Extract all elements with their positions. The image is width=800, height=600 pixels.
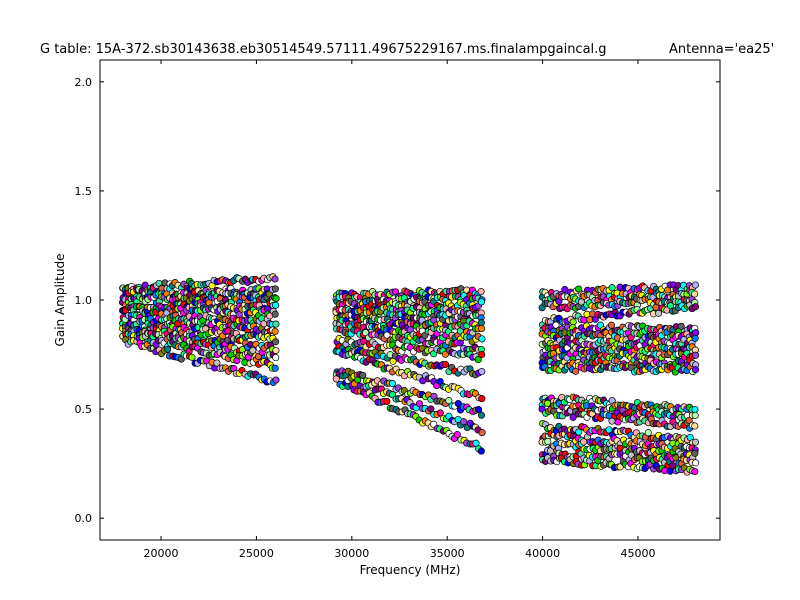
data-points bbox=[118, 273, 700, 476]
data-point bbox=[691, 334, 699, 342]
data-point bbox=[188, 353, 196, 361]
data-point bbox=[685, 416, 693, 424]
data-point bbox=[460, 418, 468, 426]
x-axis-label: Frequency (MHz) bbox=[360, 563, 461, 577]
data-point bbox=[691, 467, 699, 476]
data-point bbox=[445, 397, 453, 405]
data-point bbox=[569, 413, 577, 421]
y-tick-label: 1.5 bbox=[75, 185, 93, 198]
data-point bbox=[477, 319, 485, 327]
data-point bbox=[359, 371, 367, 379]
data-point bbox=[383, 331, 391, 339]
data-point bbox=[436, 409, 444, 417]
data-point bbox=[691, 290, 699, 298]
data-point bbox=[477, 447, 485, 455]
data-point bbox=[272, 301, 280, 309]
data-point bbox=[271, 275, 279, 283]
data-point bbox=[272, 376, 280, 384]
data-point bbox=[164, 345, 172, 353]
y-axis-label: Gain Amplitude bbox=[53, 254, 67, 347]
data-point bbox=[575, 285, 583, 293]
data-point bbox=[691, 303, 700, 311]
data-point bbox=[691, 438, 700, 446]
y-tick-label: 2.0 bbox=[75, 76, 93, 89]
x-tick-label: 35000 bbox=[430, 547, 465, 560]
data-point bbox=[475, 405, 483, 414]
data-point bbox=[477, 298, 485, 306]
data-point bbox=[388, 379, 396, 388]
data-point bbox=[607, 321, 616, 329]
data-point bbox=[272, 320, 280, 328]
data-point bbox=[691, 405, 699, 414]
band-Q bbox=[538, 281, 700, 476]
data-point bbox=[271, 327, 279, 336]
data-point bbox=[691, 449, 699, 457]
data-point bbox=[478, 324, 486, 333]
data-point bbox=[672, 454, 680, 462]
data-point bbox=[692, 459, 700, 467]
data-point bbox=[474, 356, 482, 364]
data-point bbox=[677, 322, 685, 330]
data-point bbox=[362, 329, 370, 337]
data-point bbox=[478, 350, 486, 359]
data-point bbox=[608, 284, 616, 292]
x-tick-label: 25000 bbox=[239, 547, 274, 560]
data-point bbox=[478, 367, 486, 376]
data-point bbox=[478, 335, 486, 343]
y-tick-label: 0.5 bbox=[75, 403, 93, 416]
data-point bbox=[454, 400, 462, 408]
data-point bbox=[691, 411, 699, 419]
data-point bbox=[691, 366, 700, 374]
data-point bbox=[383, 397, 391, 405]
data-point bbox=[692, 351, 700, 359]
x-tick-label: 40000 bbox=[525, 547, 560, 560]
data-point bbox=[691, 422, 699, 430]
data-point bbox=[477, 411, 486, 419]
data-point bbox=[249, 346, 257, 355]
x-tick-label: 30000 bbox=[334, 547, 369, 560]
data-point bbox=[544, 399, 552, 407]
data-point bbox=[596, 321, 604, 329]
band-K bbox=[118, 273, 280, 386]
data-point bbox=[213, 359, 221, 367]
data-point bbox=[272, 294, 280, 303]
data-point bbox=[655, 309, 663, 317]
data-point bbox=[271, 310, 279, 318]
data-point bbox=[544, 437, 552, 446]
data-point bbox=[272, 346, 280, 355]
data-point bbox=[478, 429, 486, 437]
y-tick-label: 0.0 bbox=[75, 512, 93, 525]
data-point bbox=[272, 338, 280, 346]
data-point bbox=[561, 286, 569, 294]
data-point bbox=[577, 298, 585, 306]
x-tick-label: 45000 bbox=[620, 547, 655, 560]
data-point bbox=[453, 430, 461, 439]
data-point bbox=[427, 405, 435, 413]
data-point bbox=[477, 287, 485, 296]
data-point bbox=[478, 395, 486, 403]
y-tick-label: 1.0 bbox=[75, 294, 93, 307]
data-point bbox=[271, 285, 279, 293]
band-Ka bbox=[332, 285, 486, 455]
data-point bbox=[272, 354, 280, 362]
x-axis: 20000 25000 30000 35000 40000 45000 bbox=[144, 60, 655, 560]
chart-title: G table: 15A-372.sb30143638.eb30514549.5… bbox=[40, 42, 607, 57]
data-point bbox=[271, 364, 279, 372]
data-point bbox=[552, 321, 560, 329]
data-point bbox=[456, 339, 464, 347]
data-point bbox=[691, 281, 699, 289]
data-point bbox=[644, 429, 652, 437]
data-point bbox=[669, 461, 677, 470]
y-axis: 0.0 0.5 1.0 1.5 2.0 bbox=[75, 76, 720, 525]
x-tick-label: 20000 bbox=[144, 547, 179, 560]
chart-subtitle: Antenna='ea25' bbox=[669, 42, 774, 57]
data-point bbox=[442, 360, 450, 369]
